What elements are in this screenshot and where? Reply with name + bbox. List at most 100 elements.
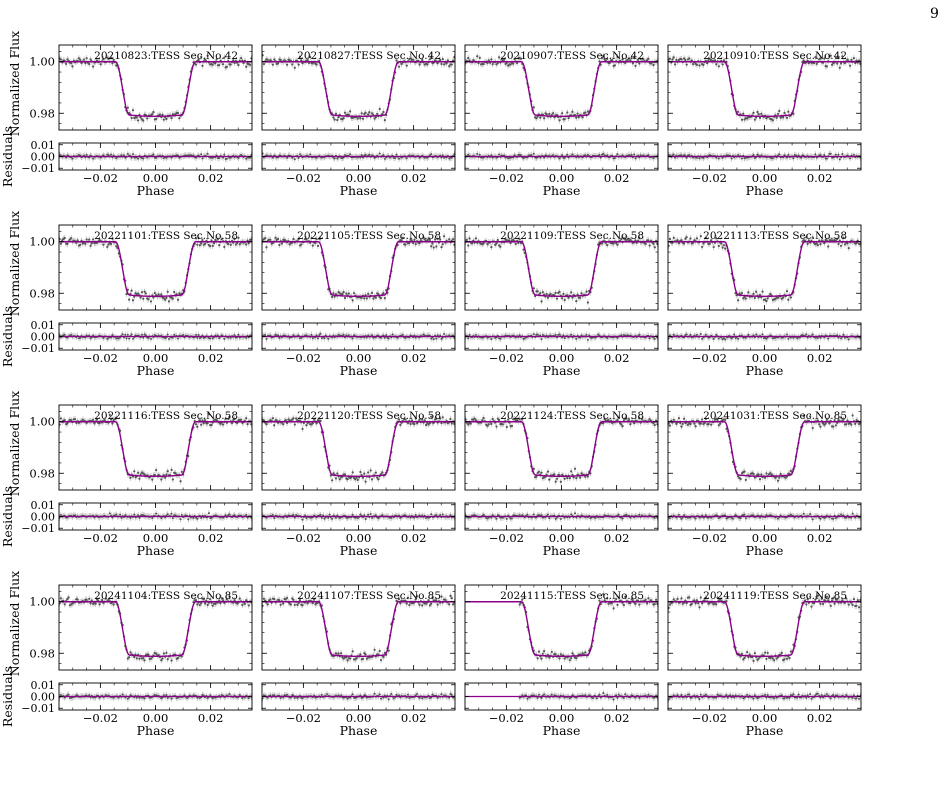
data-point <box>539 116 542 119</box>
data-point <box>432 246 435 249</box>
data-point <box>630 57 633 60</box>
residual-point <box>606 337 609 340</box>
residual-point <box>237 156 240 159</box>
data-point <box>680 58 683 61</box>
residual-point <box>162 157 165 160</box>
residual-point <box>571 153 574 156</box>
data-point <box>428 58 432 61</box>
data-point <box>276 237 280 241</box>
residual-point <box>575 337 578 340</box>
data-point <box>740 118 744 121</box>
data-point <box>82 58 86 61</box>
residual-point <box>115 157 118 160</box>
data-point <box>541 290 544 294</box>
residual-point <box>648 337 651 340</box>
residual-point <box>206 152 209 155</box>
residual-point <box>478 153 481 156</box>
data-point <box>477 62 480 65</box>
transit-model-curve <box>465 241 658 298</box>
residual-point <box>599 156 602 159</box>
data-point <box>652 242 655 245</box>
data-point <box>558 119 561 122</box>
data-point <box>672 236 675 239</box>
residual-point <box>432 338 435 341</box>
data-point <box>598 60 601 63</box>
data-point <box>448 65 451 68</box>
data-point <box>143 290 146 293</box>
data-point <box>708 57 711 60</box>
data-point <box>672 56 675 59</box>
data-point <box>841 55 844 58</box>
data-point <box>66 242 69 246</box>
residual-point <box>71 157 74 160</box>
data-point <box>435 245 438 248</box>
residual-point <box>223 337 226 340</box>
residual-point <box>630 153 633 156</box>
residual-point <box>122 154 125 157</box>
data-point <box>647 57 650 60</box>
data-point <box>291 63 294 66</box>
data-point <box>446 59 450 62</box>
residual-point <box>450 156 453 159</box>
data-point <box>561 112 564 115</box>
transit-model-curve <box>262 241 455 298</box>
data-point <box>549 293 552 296</box>
data-point <box>265 246 268 249</box>
data-point <box>139 116 142 119</box>
data-point <box>332 292 335 295</box>
data-point <box>70 237 73 240</box>
data-point <box>196 243 199 246</box>
data-point <box>465 238 469 242</box>
data-point <box>306 59 309 62</box>
residual-point <box>271 156 274 159</box>
page-number: 9 <box>930 6 939 22</box>
data-point <box>563 118 566 121</box>
data-point <box>248 63 252 66</box>
data-point <box>139 296 142 299</box>
data-point <box>84 242 87 245</box>
data-point <box>221 63 225 66</box>
residual-point <box>841 153 844 156</box>
residual-point <box>85 153 88 156</box>
residual-point <box>532 152 535 155</box>
data-point <box>264 236 267 240</box>
residual-point <box>698 157 701 160</box>
data-point <box>85 57 88 60</box>
transit-model-curve <box>465 61 658 118</box>
residual-point <box>99 156 102 159</box>
residual-point <box>195 156 198 159</box>
data-point <box>613 64 616 67</box>
data-point <box>342 117 345 120</box>
x-tick-label: −0.02 <box>489 351 524 365</box>
data-point <box>130 116 133 120</box>
data-point <box>514 242 517 246</box>
residual-point <box>554 333 557 336</box>
data-point <box>63 236 66 240</box>
data-point <box>838 66 841 69</box>
residual-point <box>606 154 609 157</box>
data-point <box>486 243 489 246</box>
data-point <box>823 57 826 60</box>
panel-0: −0.02 0.00 0.02Phase1.000.980.010.00−0.012… <box>0 31 253 198</box>
y-tick-label: −0.01 <box>21 342 55 355</box>
residual-point <box>552 154 555 157</box>
data-point <box>682 57 686 60</box>
data-point <box>490 246 493 249</box>
panel-title: 20221101:TESS Sec.No.58 <box>94 230 238 242</box>
data-point <box>102 58 105 61</box>
residual-point <box>441 154 444 157</box>
data-point <box>158 113 162 116</box>
residual-point <box>249 156 252 159</box>
data-point <box>775 116 778 119</box>
data-point <box>374 116 377 119</box>
data-point <box>170 116 173 120</box>
data-point <box>155 117 158 121</box>
y-tick-label: 0.01 <box>31 139 56 152</box>
data-point <box>280 242 284 245</box>
residual-point <box>783 154 786 157</box>
residual-point <box>131 153 134 156</box>
panel-title: 20221109:TESS Sec.No.58 <box>500 230 644 242</box>
data-point <box>365 297 368 300</box>
